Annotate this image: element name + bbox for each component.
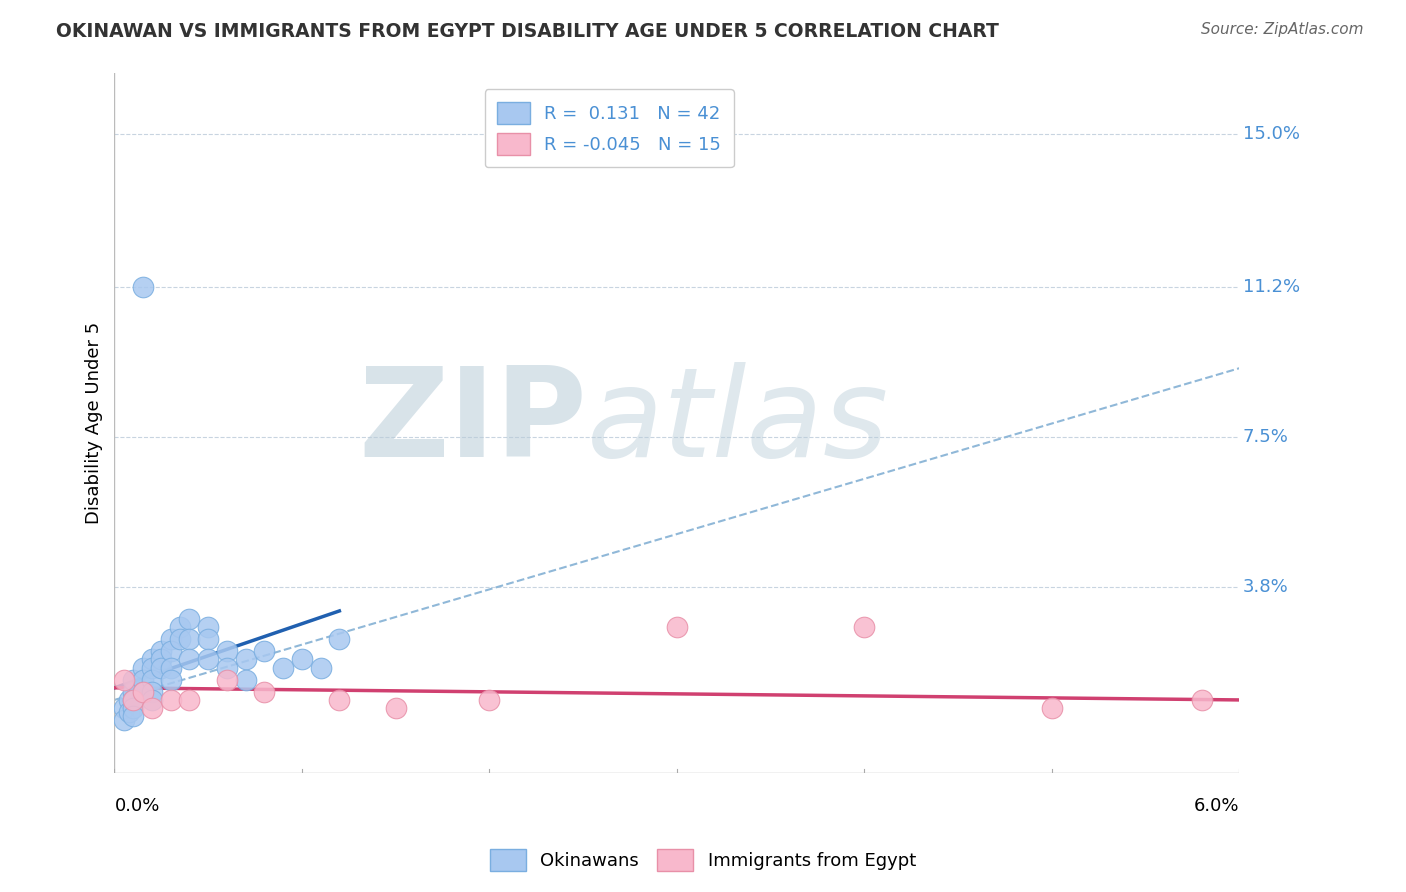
Point	[159, 660, 181, 674]
Point	[141, 701, 163, 715]
Point	[169, 632, 191, 647]
Legend: Okinawans, Immigrants from Egypt: Okinawans, Immigrants from Egypt	[482, 842, 924, 879]
Point	[150, 660, 173, 674]
Point	[197, 652, 219, 666]
Point	[179, 652, 201, 666]
Legend: R =  0.131   N = 42, R = -0.045   N = 15: R = 0.131 N = 42, R = -0.045 N = 15	[485, 89, 734, 168]
Point	[215, 673, 238, 687]
Point	[179, 632, 201, 647]
Point	[141, 673, 163, 687]
Text: atlas: atlas	[586, 362, 889, 483]
Point	[159, 632, 181, 647]
Text: Source: ZipAtlas.com: Source: ZipAtlas.com	[1201, 22, 1364, 37]
Point	[169, 620, 191, 634]
Point	[235, 673, 257, 687]
Text: 15.0%: 15.0%	[1243, 125, 1299, 143]
Point	[141, 693, 163, 707]
Point	[141, 660, 163, 674]
Point	[112, 701, 135, 715]
Point	[150, 652, 173, 666]
Point	[253, 685, 276, 699]
Point	[150, 644, 173, 658]
Point	[215, 660, 238, 674]
Point	[141, 652, 163, 666]
Point	[159, 693, 181, 707]
Point	[122, 673, 145, 687]
Text: ZIP: ZIP	[359, 362, 586, 483]
Point	[179, 612, 201, 626]
Point	[1040, 701, 1063, 715]
Point	[328, 693, 350, 707]
Text: 3.8%: 3.8%	[1243, 578, 1288, 596]
Point	[159, 644, 181, 658]
Point	[131, 685, 153, 699]
Point	[384, 701, 406, 715]
Point	[131, 685, 153, 699]
Point	[159, 673, 181, 687]
Point	[131, 280, 153, 294]
Point	[122, 709, 145, 723]
Point	[478, 693, 501, 707]
Point	[197, 632, 219, 647]
Point	[122, 693, 145, 707]
Point	[197, 620, 219, 634]
Point	[122, 693, 145, 707]
Text: 6.0%: 6.0%	[1194, 797, 1239, 815]
Point	[131, 660, 153, 674]
Point	[122, 701, 145, 715]
Point	[1191, 693, 1213, 707]
Text: 7.5%: 7.5%	[1243, 428, 1288, 446]
Text: OKINAWAN VS IMMIGRANTS FROM EGYPT DISABILITY AGE UNDER 5 CORRELATION CHART: OKINAWAN VS IMMIGRANTS FROM EGYPT DISABI…	[56, 22, 1000, 41]
Point	[118, 693, 141, 707]
Point	[122, 685, 145, 699]
Point	[665, 620, 688, 634]
Point	[112, 713, 135, 727]
Y-axis label: Disability Age Under 5: Disability Age Under 5	[86, 322, 103, 524]
Text: 11.2%: 11.2%	[1243, 278, 1299, 296]
Text: 0.0%: 0.0%	[114, 797, 160, 815]
Point	[179, 693, 201, 707]
Point	[131, 673, 153, 687]
Point	[328, 632, 350, 647]
Point	[253, 644, 276, 658]
Point	[141, 685, 163, 699]
Point	[112, 673, 135, 687]
Point	[291, 652, 314, 666]
Point	[271, 660, 294, 674]
Point	[235, 652, 257, 666]
Point	[118, 705, 141, 719]
Point	[309, 660, 332, 674]
Point	[215, 644, 238, 658]
Point	[853, 620, 876, 634]
